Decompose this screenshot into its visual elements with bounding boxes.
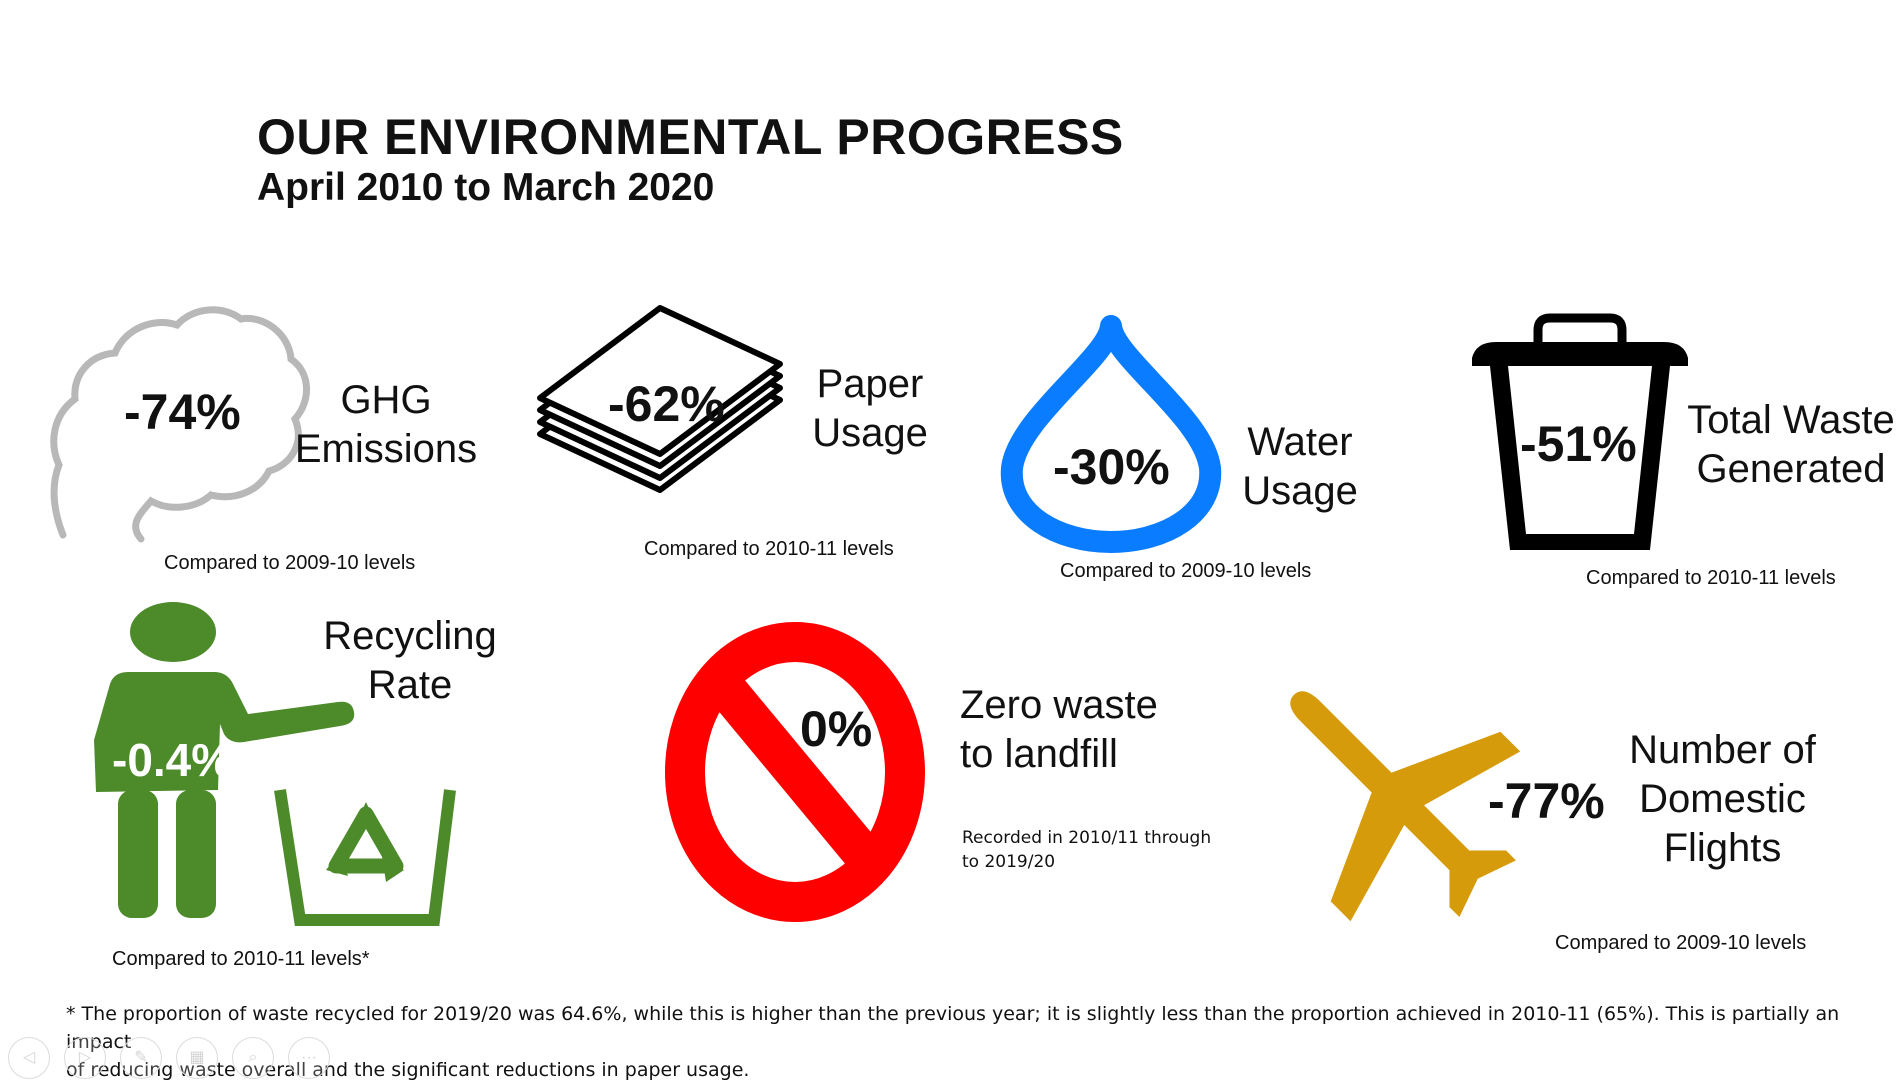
paper-label-line2: Usage — [812, 411, 928, 455]
waste-percentage: -51% — [1520, 416, 1637, 472]
more-options-button[interactable]: ··· — [288, 1037, 330, 1079]
flights-label: Number of Domestic Flights — [1610, 726, 1835, 873]
landfill-note-line1: Recorded in 2010/11 through — [962, 828, 1212, 848]
footnote: * The proportion of waste recycled for 2… — [66, 1000, 1876, 1084]
flights-label-line1: Number of — [1629, 728, 1816, 772]
landfill-label: Zero waste to landfill — [960, 681, 1158, 779]
page-subtitle: April 2010 to March 2020 — [257, 166, 715, 209]
paper-label-line1: Paper — [816, 362, 924, 406]
footnote-line1: * The proportion of waste recycled for 2… — [66, 1003, 1840, 1053]
water-drop-icon — [1000, 315, 1222, 553]
ghg-percentage: -74% — [124, 384, 241, 440]
bin-icon — [1472, 313, 1688, 550]
page-title: OUR ENVIRONMENTAL PROGRESS — [257, 109, 1124, 165]
slides-grid-icon: ▦ — [189, 1049, 205, 1066]
waste-note: Compared to 2010-11 levels — [1586, 567, 1836, 589]
footnote-line2: of reducing waste overall and the signif… — [66, 1059, 750, 1081]
ghg-label-line1: GHG — [340, 378, 432, 422]
waste-label: Total Waste Generated — [1680, 396, 1902, 494]
previous-slide-button[interactable]: ◁ — [8, 1037, 50, 1079]
landfill-label-line2: to landfill — [960, 732, 1118, 776]
water-label: Water Usage — [1230, 418, 1370, 516]
waste-label-line1: Total Waste — [1687, 398, 1895, 442]
water-label-line1: Water — [1247, 420, 1353, 464]
cloud-icon — [50, 306, 310, 543]
paper-stack-icon — [537, 305, 783, 493]
flights-label-line3: Flights — [1663, 826, 1782, 870]
flights-note: Compared to 2009-10 levels — [1555, 932, 1807, 954]
next-slide-button[interactable]: ▷ — [64, 1037, 106, 1079]
landfill-note: Recorded in 2010/11 through to 2019/20 — [962, 826, 1211, 874]
arrow-left-icon: ◁ — [22, 1049, 36, 1066]
paper-label: Paper Usage — [790, 360, 950, 458]
zoom-button[interactable]: ⌕ — [232, 1037, 274, 1079]
ghg-label-line2: Emissions — [294, 427, 478, 471]
flights-label-line2: Domestic — [1639, 777, 1806, 821]
ghg-label: GHG Emissions — [286, 376, 486, 474]
recycling-label: Recycling Rate — [315, 612, 505, 710]
landfill-note-line2: to 2019/20 — [962, 852, 1056, 872]
pen-icon: ✎ — [134, 1049, 148, 1066]
recycling-label-line1: Recycling — [323, 614, 497, 658]
water-label-line2: Usage — [1242, 469, 1358, 513]
prohibited-icon — [665, 622, 925, 922]
paper-percentage: -62% — [608, 376, 725, 432]
person-recycling-icon — [94, 602, 456, 926]
water-percentage: -30% — [1053, 439, 1170, 495]
water-note: Compared to 2009-10 levels — [1060, 560, 1312, 582]
landfill-label-line1: Zero waste — [960, 683, 1158, 727]
see-all-slides-button[interactable]: ▦ — [176, 1037, 218, 1079]
landfill-percentage: 0% — [800, 701, 873, 757]
recycling-label-line2: Rate — [367, 663, 453, 707]
waste-label-line2: Generated — [1696, 447, 1886, 491]
ghg-note: Compared to 2009-10 levels — [164, 552, 416, 574]
flights-percentage: -77% — [1488, 773, 1605, 829]
airplane-icon — [1290, 691, 1521, 922]
more-icon: ··· — [301, 1049, 317, 1066]
recycling-percentage: -0.4% — [112, 734, 233, 786]
recycling-note: Compared to 2010-11 levels* — [112, 948, 370, 970]
pen-tool-button[interactable]: ✎ — [120, 1037, 162, 1079]
arrow-right-icon: ▷ — [78, 1049, 92, 1066]
paper-note: Compared to 2010-11 levels — [644, 538, 894, 560]
magnifier-icon: ⌕ — [248, 1049, 258, 1066]
